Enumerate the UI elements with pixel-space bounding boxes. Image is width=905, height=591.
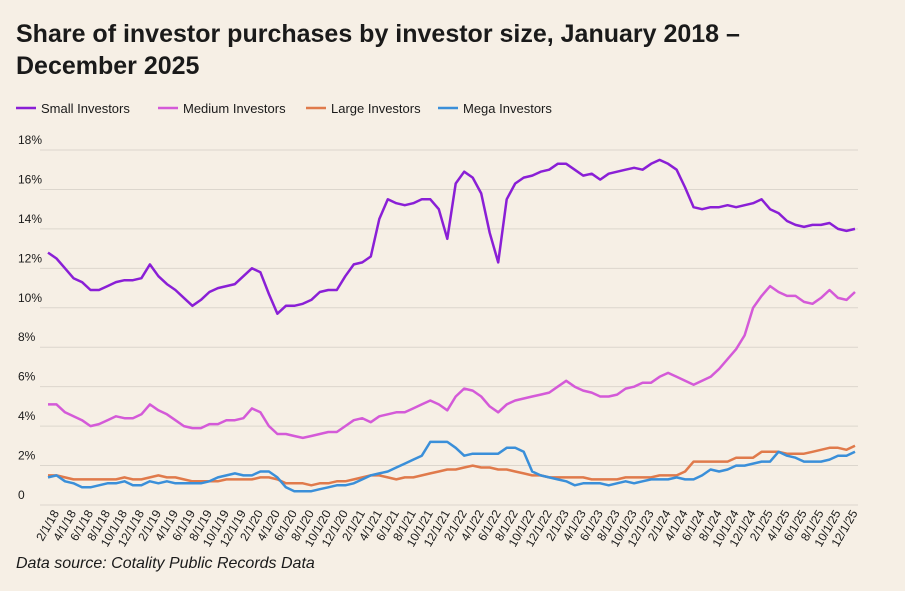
source-note: Data source: Cotality Public Records Dat… (16, 555, 315, 572)
y-tick-label: 12% (18, 251, 42, 265)
series-line (47, 440, 856, 493)
legend-label: Small Investors (41, 101, 130, 116)
y-tick-label: 0 (18, 488, 25, 502)
y-tick-label: 4% (18, 409, 36, 423)
y-tick-label: 6% (18, 370, 36, 384)
legend-label: Medium Investors (183, 101, 286, 116)
y-tick-label: 8% (18, 330, 36, 344)
y-tick-label: 14% (18, 212, 42, 226)
y-tick-label: 2% (18, 449, 36, 463)
series-line (48, 284, 856, 440)
y-tick-label: 16% (18, 172, 42, 186)
legend-label: Large Investors (331, 101, 421, 116)
y-tick-label: 10% (18, 291, 42, 305)
legend-label: Mega Investors (463, 101, 552, 116)
chart-title: Share of investor purchases by investor … (16, 20, 740, 80)
y-tick-label: 18% (18, 133, 42, 147)
series-line (48, 444, 856, 487)
series-line (47, 158, 856, 315)
